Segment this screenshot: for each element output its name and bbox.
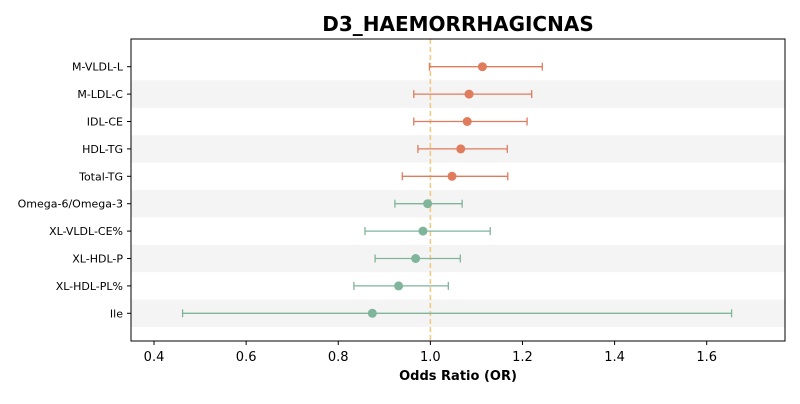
y-tick-label: Total-TG (78, 170, 123, 183)
x-tick-label: 1.6 (696, 350, 717, 365)
or-point (456, 144, 466, 154)
y-tick-label: XL-HDL-P (72, 253, 123, 266)
or-point (367, 308, 377, 318)
or-point (423, 199, 433, 209)
y-tick-label: HDL-TG (82, 143, 123, 156)
y-tick-label: M-LDL-C (77, 88, 123, 101)
x-tick-label: 0.4 (144, 350, 165, 365)
x-tick-label: 0.6 (236, 350, 257, 365)
y-tick-label: XL-VLDL-CE% (49, 225, 123, 238)
or-point (462, 117, 472, 126)
y-axis-ticks: M-VLDL-L M-LDL-C IDL-CE HDL-TG Total-TG Omega… (18, 61, 131, 320)
x-tick-label: 1.2 (512, 350, 533, 365)
x-axis-label: Odds Ratio (OR) (399, 369, 517, 384)
x-tick-label: 1.4 (604, 350, 625, 365)
or-point (411, 254, 421, 263)
x-tick-label: 1.0 (420, 350, 441, 365)
y-tick-label: Omega-6/Omega-3 (18, 198, 123, 211)
or-point (418, 226, 428, 236)
y-tick-label: Ile (110, 307, 123, 320)
or-point (447, 171, 457, 181)
or-point (394, 281, 404, 291)
data-marks (181, 62, 733, 318)
or-point (477, 62, 487, 72)
y-tick-label: XL-HDL-PL% (56, 280, 123, 293)
chart-title: D3_HAEMORRHAGICNAS (322, 12, 593, 36)
y-tick-label: IDL-CE (87, 116, 123, 129)
y-tick-label: M-VLDL-L (72, 61, 124, 74)
x-tick-label: 0.8 (328, 350, 349, 365)
x-axis-ticks: 0.4 0.6 0.8 1.0 1.2 1.4 1.6 (144, 341, 717, 365)
or-point (464, 89, 474, 99)
plot-frame (130, 38, 786, 342)
